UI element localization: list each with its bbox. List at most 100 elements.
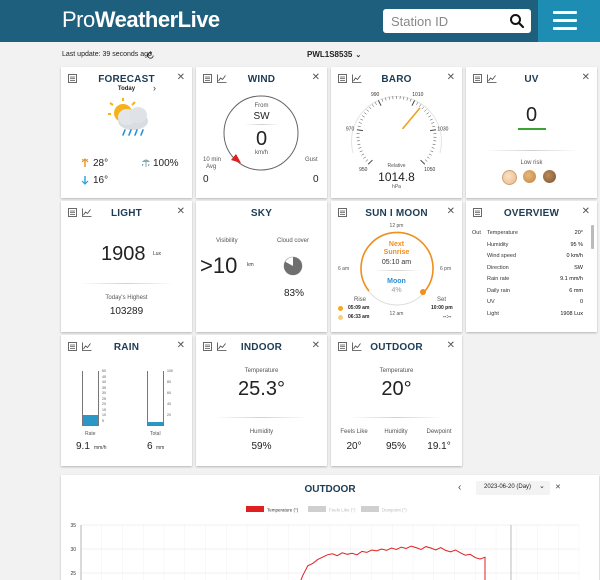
sun-moon-dial xyxy=(360,231,434,306)
baro-tick xyxy=(421,106,425,110)
overview-row-value: SW xyxy=(574,264,583,271)
details-icon[interactable] xyxy=(338,74,347,83)
close-icon[interactable]: ✕ xyxy=(176,206,185,217)
overview-out-label: Out xyxy=(472,230,481,236)
baro-tick xyxy=(418,104,422,107)
close-icon[interactable]: ✕ xyxy=(311,340,320,351)
graph-icon[interactable] xyxy=(82,208,92,217)
details-icon[interactable] xyxy=(338,208,347,217)
rain-rate-label: Rate xyxy=(85,431,96,437)
last-update-text: Last update: 39 seconds ago xyxy=(62,51,152,58)
card-title: OUTDOOR xyxy=(370,342,423,353)
overview-row-value: 1908 Lux xyxy=(560,310,583,317)
rain-rate-gauge xyxy=(82,371,99,426)
baro-tick xyxy=(361,153,365,156)
graph-icon[interactable] xyxy=(82,342,92,351)
baro-tick xyxy=(420,159,426,165)
details-icon[interactable] xyxy=(68,74,77,83)
baro-tick-label: 1010 xyxy=(412,92,423,98)
rain-scale-tick: 50 xyxy=(102,369,106,373)
baro-tick xyxy=(358,122,362,124)
refresh-icon[interactable] xyxy=(146,51,155,60)
baro-unit: hPa xyxy=(392,184,401,190)
scrollbar[interactable] xyxy=(591,225,594,249)
details-icon[interactable] xyxy=(203,342,212,351)
previous-day-icon[interactable]: ‹ xyxy=(458,482,462,493)
graph-icon[interactable] xyxy=(217,342,227,351)
indoor-temp-value: 25.3° xyxy=(238,378,285,400)
legend-label[interactable]: Dewpoint (°) xyxy=(382,508,407,513)
details-icon[interactable] xyxy=(473,74,482,83)
y-tick-label: 30 xyxy=(70,547,76,553)
temperature-series-line xyxy=(300,545,486,580)
overview-row-label: Humidity xyxy=(487,241,509,248)
baro-tick xyxy=(432,125,436,128)
baro-tick xyxy=(426,112,430,115)
wind-avg-label: 10 min xyxy=(203,157,222,163)
station-selector[interactable]: PWL1S8535 ⌄ xyxy=(307,50,361,59)
baro-tick xyxy=(358,147,362,149)
close-icon[interactable]: ✕ xyxy=(176,340,185,351)
details-icon[interactable] xyxy=(338,342,347,351)
skin-type-swatch xyxy=(523,170,536,183)
chevron-right-icon[interactable]: › xyxy=(153,83,156,93)
wind-from-label: From xyxy=(254,103,269,109)
wind-unit: km/h xyxy=(254,150,268,156)
baro-tick xyxy=(357,143,361,145)
graph-icon[interactable] xyxy=(352,342,362,351)
close-icon[interactable]: ✕ xyxy=(581,72,590,83)
graph-icon[interactable] xyxy=(217,74,227,83)
graph-icon[interactable] xyxy=(352,74,362,83)
rain-scale-tick: 60 xyxy=(167,391,171,395)
card-title: SKY xyxy=(250,208,273,219)
date-selector[interactable]: 2023-06-20 (Day) ⌄ xyxy=(476,481,550,495)
legend-swatch[interactable] xyxy=(308,506,326,512)
legend-swatch[interactable] xyxy=(361,506,379,512)
indoor-humidity-value: 59% xyxy=(251,441,272,452)
high-temp-icon xyxy=(81,158,89,167)
date-value: 2023-06-20 (Day) xyxy=(484,484,532,490)
rain-scale-tick: 45 xyxy=(102,374,106,379)
next-event-label: Next xyxy=(388,241,405,248)
details-icon[interactable] xyxy=(473,208,482,217)
search-input[interactable] xyxy=(391,12,501,30)
close-chart-icon[interactable]: ✕ xyxy=(555,484,561,491)
close-icon[interactable]: ✕ xyxy=(446,206,455,217)
baro-tick-label: 1030 xyxy=(437,127,448,133)
hamburger-menu-button[interactable] xyxy=(538,0,600,42)
baro-tick xyxy=(363,112,367,115)
close-icon[interactable]: ✕ xyxy=(446,340,455,351)
graph-icon[interactable] xyxy=(487,74,497,83)
rain-scale-tick: 30 xyxy=(102,391,106,395)
visibility-value: >10 xyxy=(200,253,238,278)
card-title: UV xyxy=(524,74,539,85)
card-title: FORECAST xyxy=(98,74,155,85)
search-icon[interactable] xyxy=(509,13,525,29)
station-id: PWL1S8535 xyxy=(307,50,353,59)
baro-tick xyxy=(432,143,436,145)
legend-label[interactable]: Feels Like (°) xyxy=(329,508,356,513)
close-icon[interactable]: ✕ xyxy=(176,72,185,83)
details-icon[interactable] xyxy=(68,342,77,351)
overview-row-label: Rain rate xyxy=(487,276,510,282)
details-icon[interactable] xyxy=(203,74,212,83)
baro-tick xyxy=(403,96,405,100)
skin-type-swatch xyxy=(543,170,556,183)
close-icon[interactable]: ✕ xyxy=(311,72,320,83)
overview-row-value: 9.1 mm/h xyxy=(560,276,583,282)
legend-label[interactable]: Temperature (°) xyxy=(267,508,299,513)
card-title: LIGHT xyxy=(111,208,142,219)
logo[interactable]: ProWeatherLive xyxy=(62,7,220,32)
legend-swatch[interactable] xyxy=(246,506,264,512)
close-icon[interactable]: ✕ xyxy=(446,72,455,83)
indoor-humidity-label: Humidity xyxy=(249,429,274,435)
close-icon[interactable]: ✕ xyxy=(581,206,590,217)
baro-tick xyxy=(361,115,365,118)
uv-level-bar xyxy=(518,128,546,130)
wind-gust-label: Gust xyxy=(305,157,318,163)
details-icon[interactable] xyxy=(68,208,77,217)
skin-type-swatch xyxy=(502,170,517,185)
rain-total-gauge xyxy=(147,371,164,426)
light-highest-label: Today's Highest xyxy=(105,295,148,301)
baro-tick xyxy=(356,129,363,132)
